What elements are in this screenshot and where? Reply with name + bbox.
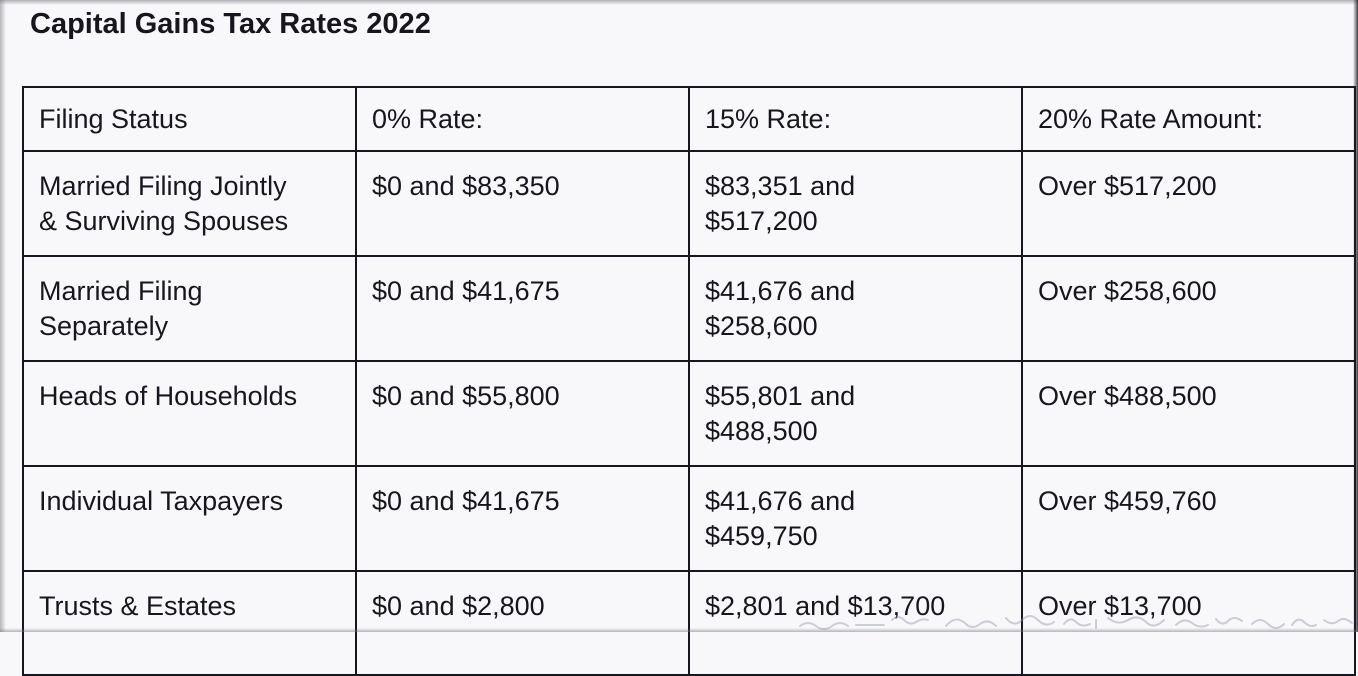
- screenshot-edge-top: [0, 0, 1358, 5]
- cell-0-rate: $0 and $41,675: [355, 465, 690, 572]
- page-title: Capital Gains Tax Rates 2022: [30, 8, 431, 40]
- cell-20-rate: Over $258,600: [1021, 255, 1356, 362]
- header-cell-filing-status: Filing Status: [22, 86, 357, 152]
- screenshot-edge-left: [0, 0, 6, 632]
- header-cell-15-rate: 15% Rate:: [688, 86, 1023, 152]
- cell-filing-status: Individual Taxpayers: [22, 465, 357, 572]
- cell-20-rate: Over $488,500: [1021, 360, 1356, 467]
- cell-20-rate: Over $517,200: [1021, 150, 1356, 257]
- cell-15-rate: $41,676 and $459,750: [688, 465, 1023, 572]
- table-row: Heads of Households $0 and $55,800 $55,8…: [22, 360, 1356, 467]
- cell-0-rate: $0 and $2,800: [355, 570, 690, 676]
- header-cell-20-rate: 20% Rate Amount:: [1021, 86, 1356, 152]
- cell-0-rate: $0 and $83,350: [355, 150, 690, 257]
- header-cell-0-rate: 0% Rate:: [355, 86, 690, 152]
- cell-filing-status: Heads of Households: [22, 360, 357, 467]
- table-row: Married Filing Jointly & Surviving Spous…: [22, 150, 1356, 257]
- cell-15-rate: $55,801 and $488,500: [688, 360, 1023, 467]
- cell-filing-status: Married Filing Separately: [22, 255, 357, 362]
- table-header-row: Filing Status 0% Rate: 15% Rate: 20% Rat…: [22, 86, 1356, 152]
- cell-filing-status: Trusts & Estates: [22, 570, 357, 676]
- table-row: Individual Taxpayers $0 and $41,675 $41,…: [22, 465, 1356, 572]
- cell-20-rate: Over $459,760: [1021, 465, 1356, 572]
- watermark-scribble: [799, 615, 1353, 630]
- capital-gains-table: Filing Status 0% Rate: 15% Rate: 20% Rat…: [22, 86, 1356, 676]
- cell-0-rate: $0 and $55,800: [355, 360, 690, 467]
- table-row: Married Filing Separately $0 and $41,675…: [22, 255, 1356, 362]
- cell-0-rate: $0 and $41,675: [355, 255, 690, 362]
- cell-filing-status: Married Filing Jointly & Surviving Spous…: [22, 150, 357, 257]
- cell-15-rate: $83,351 and $517,200: [688, 150, 1023, 257]
- cell-15-rate: $41,676 and $258,600: [688, 255, 1023, 362]
